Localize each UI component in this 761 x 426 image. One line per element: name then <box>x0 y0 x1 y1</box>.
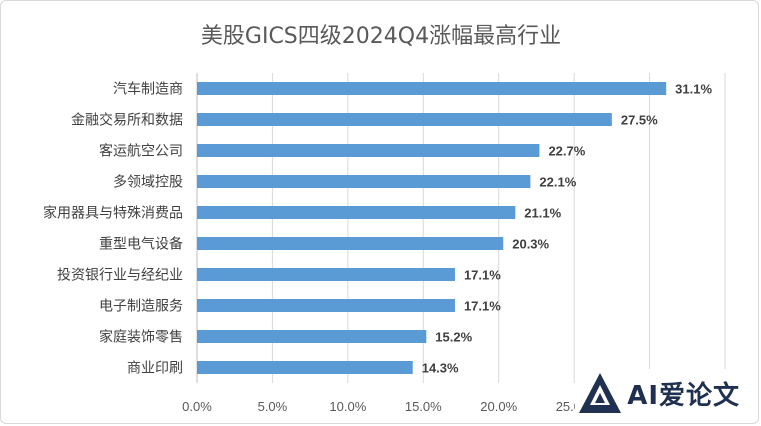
data-label: 22.1% <box>539 175 576 190</box>
data-label: 31.1% <box>675 82 712 97</box>
category-label: 多领域控股 <box>113 174 183 191</box>
bar <box>197 174 531 189</box>
bar <box>197 205 516 220</box>
bar <box>197 360 413 375</box>
bar <box>197 329 427 344</box>
category-label: 重型电气设备 <box>99 236 183 253</box>
data-label: 17.1% <box>464 299 501 314</box>
data-label: 15.2% <box>435 330 472 345</box>
data-label: 20.3% <box>512 237 549 252</box>
x-tick-label: 10.0% <box>329 399 366 414</box>
category-labels: 汽车制造商金融交易所和数据客运航空公司多领域控股家用器具与特殊消费品重型电气设备… <box>43 81 183 377</box>
bar <box>197 143 540 158</box>
category-label: 家用器具与特殊消费品 <box>43 205 183 222</box>
data-label: 27.5% <box>621 113 658 128</box>
bars <box>197 81 667 375</box>
ai-logo-icon <box>579 373 622 413</box>
data-label: 22.7% <box>548 144 585 159</box>
data-label: 14.3% <box>422 361 459 376</box>
category-label: 投资银行业与经纪业 <box>57 268 183 284</box>
watermark-text: AI爱论文 <box>627 380 740 411</box>
x-tick-label: 20.0% <box>480 399 517 414</box>
bar <box>197 236 504 251</box>
category-label: 电子制造服务 <box>99 299 183 315</box>
data-label: 21.1% <box>524 206 561 221</box>
bar <box>197 112 612 127</box>
x-tick-label: 0.0% <box>182 399 212 414</box>
watermark: AI爱论文 <box>575 369 746 417</box>
category-label: 金融交易所和数据 <box>71 112 183 129</box>
category-label: 家庭装饰零售 <box>99 329 183 346</box>
category-label: 汽车制造商 <box>113 81 183 98</box>
bar <box>197 81 667 96</box>
bar <box>197 298 455 313</box>
data-labels: 31.1% 27.5% 22.7% 22.1% 21.1% 20.3% 17.1% 17.1%… <box>422 82 713 376</box>
category-label: 客运航空公司 <box>99 143 183 160</box>
category-label: 商业印刷 <box>127 361 183 377</box>
data-label: 17.1% <box>464 268 501 283</box>
bar <box>197 267 455 282</box>
x-tick-label: 15.0% <box>405 399 442 414</box>
chart-title: 美股GICS四级2024Q4涨幅最高行业 <box>201 24 561 49</box>
x-tick-label: 5.0% <box>258 399 288 414</box>
